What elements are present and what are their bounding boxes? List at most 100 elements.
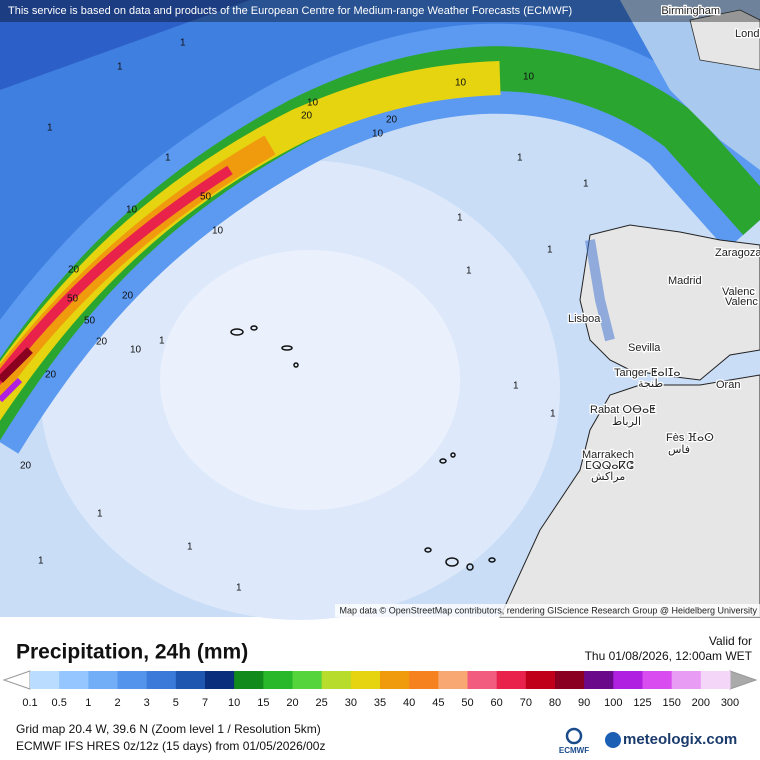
color-swatch [380, 671, 410, 689]
attribution-bottom: Map data © OpenStreetMap contributors, r… [340, 605, 758, 615]
place-label: Birmingham [661, 5, 720, 17]
contour-label: 20 [96, 337, 108, 348]
color-swatch [496, 671, 527, 689]
color-swatch [175, 671, 206, 689]
color-swatch [350, 671, 381, 689]
place-label: Lisboa [568, 313, 601, 325]
color-swatch [438, 671, 468, 689]
place-label: Sevilla [628, 342, 661, 354]
contour-label: 50 [200, 192, 212, 203]
place-label: Rabat ⵔⴱⴰⵟ [590, 404, 656, 416]
legend-tick-label: 150 [662, 697, 680, 709]
color-swatch [263, 671, 293, 689]
legend-tick-label: 60 [491, 697, 503, 709]
legend-tick-label: 100 [604, 697, 622, 709]
contour-label: 20 [122, 291, 134, 302]
contour-label: 1 [550, 409, 556, 420]
legend-tick-label: 300 [721, 697, 739, 709]
legend-tick-label: 3 [144, 697, 150, 709]
contour-label: 1 [583, 179, 589, 190]
contour-label: 1 [180, 38, 186, 49]
color-swatch [409, 671, 439, 689]
contour-label: 1 [236, 583, 242, 594]
contour-label: 1 [47, 123, 53, 134]
contour-label: 1 [517, 153, 523, 164]
color-swatch [292, 671, 323, 689]
contour-label: 1 [97, 509, 103, 520]
legend-tick-label: 200 [692, 697, 710, 709]
legend-tick-label: 0.5 [52, 697, 67, 709]
color-swatch [321, 671, 352, 689]
place-label: مراكش [591, 471, 625, 483]
place-label: Madrid [668, 275, 702, 287]
contour-label: 10 [455, 78, 467, 89]
legend-title: Precipitation, 24h (mm) [16, 641, 248, 664]
color-swatch [525, 671, 556, 689]
place-label: طنجة [638, 378, 663, 390]
legend-tick-label: 5 [173, 697, 179, 709]
color-swatch [146, 671, 177, 689]
color-swatch [584, 671, 614, 689]
place-label: Fès ⴼⴰⵙ [666, 432, 714, 444]
contour-label: 10 [126, 205, 138, 216]
place-label: Tanger ⵟⴰⵏⵊⴰ [614, 367, 681, 379]
legend-tick-label: 1 [85, 697, 91, 709]
legend-tick-label: 70 [520, 697, 532, 709]
color-swatch [88, 671, 118, 689]
place-label: Lond [735, 28, 759, 40]
place-label: ⵎⵕⵕⴰⴽⵛ [585, 460, 634, 472]
legend-tick-label: 20 [286, 697, 298, 709]
contour-label: 1 [165, 153, 171, 164]
contour-label: 20 [301, 111, 313, 122]
legend-tick-label: 7 [202, 697, 208, 709]
color-swatch [467, 671, 498, 689]
legend-tick-label: 10 [228, 697, 240, 709]
contour-label: 1 [547, 245, 553, 256]
place-label: فاس [668, 444, 690, 456]
legend-tick-label: 45 [432, 697, 444, 709]
contour-label: 20 [68, 265, 80, 276]
legend-tick-label: 40 [403, 697, 415, 709]
contour-label: 20 [45, 370, 57, 381]
contour-label: 1 [513, 381, 519, 392]
legend-tick-label: 0.1 [22, 697, 37, 709]
color-swatch [205, 671, 235, 689]
contour-label: 1 [159, 336, 165, 347]
contour-label: 1 [466, 266, 472, 277]
contour-label: 10 [523, 72, 535, 83]
legend-tick-label: 35 [374, 697, 386, 709]
color-swatch [642, 671, 673, 689]
legend-tick-label: 125 [633, 697, 651, 709]
legend-tick-label: 80 [549, 697, 561, 709]
color-swatch [700, 671, 731, 689]
color-swatch [30, 671, 60, 689]
color-swatch [59, 671, 89, 689]
legend-tick-label: 30 [345, 697, 357, 709]
place-label: الرباط [612, 416, 641, 428]
grid-info: Grid map 20.4 W, 39.6 N (Zoom level 1 / … [16, 722, 321, 736]
place-label: Valenc [722, 286, 755, 298]
contour-label: 50 [84, 316, 96, 327]
contour-label: 1 [117, 62, 123, 73]
place-label: Oran [716, 379, 740, 391]
color-swatch [234, 671, 264, 689]
contour-label: 10 [130, 345, 142, 356]
contour-label: 1 [457, 213, 463, 224]
contour-label: 10 [212, 226, 224, 237]
contour-label: 50 [67, 294, 79, 305]
place-label: Zaragoza [715, 247, 760, 259]
valid-time: Thu 01/08/2026, 12:00am WET [585, 649, 753, 663]
brand: meteologix.com [623, 731, 737, 748]
valid-label: Valid for [709, 634, 752, 648]
legend-tick-label: 15 [257, 697, 269, 709]
color-swatch [671, 671, 702, 689]
place-label: Valenc [725, 296, 758, 308]
color-swatch [117, 671, 148, 689]
legend-tick-label: 2 [114, 697, 120, 709]
place-label: Marrakech [582, 449, 634, 461]
color-swatch [555, 671, 585, 689]
color-swatch [613, 671, 643, 689]
model-info: ECMWF IFS HRES 0z/12z (15 days) from 01/… [16, 739, 325, 753]
